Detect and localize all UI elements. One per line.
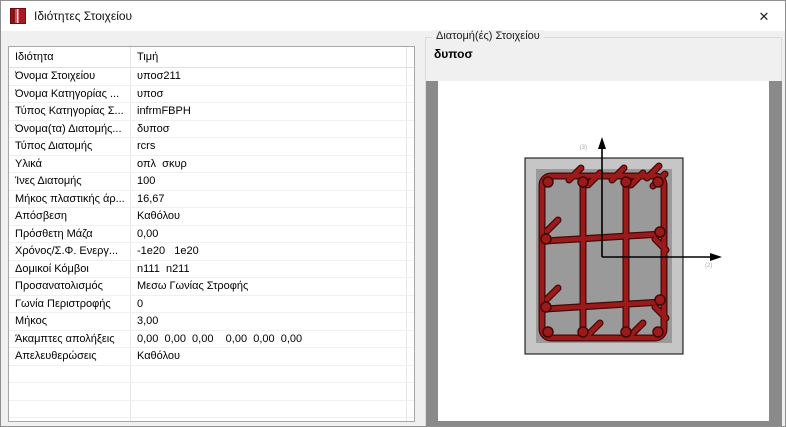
table-row[interactable]: Απόσβεση Καθόλου: [9, 208, 414, 226]
property-table[interactable]: Ιδιότητα Τιμή Όνομα Στοιχείου υποσ211 Όνομ…: [8, 46, 415, 422]
property-cell: Άκαμπτες απολήξεις: [15, 332, 115, 345]
value-cell: rcrs: [137, 140, 156, 152]
property-cell: Δομικοί Κόμβοι: [15, 262, 89, 275]
property-cell: Μήκος πλαστικής άρ...: [15, 192, 125, 205]
property-cell: Όνομα Κατηγορίας ...: [15, 87, 120, 100]
title-bar: Ιδιότητες Στοιχείου ✕: [1, 1, 785, 31]
table-row[interactable]: Μήκος πλαστικής άρ... 16,67: [9, 191, 414, 208]
value-cell: Μεσω Γωνίας Στροφής: [137, 280, 249, 292]
property-cell: Υλικά: [15, 157, 43, 170]
table-row[interactable]: Δομικοί Κόμβοι n111 n211: [9, 261, 414, 278]
value-cell: υποσ: [137, 87, 164, 100]
axis-2-arrowhead: [598, 137, 606, 149]
property-cell: Όνομα(τα) Διατομής...: [15, 122, 122, 135]
axis-horizontal-label: (2): [705, 263, 712, 269]
column-divider-right: [406, 47, 407, 421]
value-cell: infrmFBPH: [137, 105, 191, 117]
value-cell: 0,00 0,00 0,00 0,00 0,00 0,00: [137, 332, 303, 345]
longitudinal-bars: [540, 176, 666, 338]
table-row[interactable]: Γωνία Περιστροφής 0: [9, 296, 414, 313]
table-row[interactable]: Υλικά οπλ σκυρ: [9, 156, 414, 173]
axis-3-arrowhead: [710, 253, 722, 261]
table-row[interactable]: Όνομα(τα) Διατομής... δυποσ: [9, 121, 414, 138]
table-row[interactable]: Τύπος Κατηγορίας Σ... infrmFBPH: [9, 103, 414, 121]
window-title: Ιδιότητες Στοιχείου: [34, 9, 133, 23]
close-icon[interactable]: ✕: [758, 9, 770, 24]
value-cell: υποσ211: [137, 70, 181, 82]
property-cell: Τύπος Διατομής: [15, 140, 93, 152]
value-cell: 3,00: [137, 315, 159, 327]
table-header-row: Ιδιότητα Τιμή: [9, 47, 414, 68]
value-cell: Καθόλου: [137, 210, 181, 222]
property-cell: Τύπος Κατηγορίας Σ...: [15, 105, 124, 117]
core-rect: [536, 169, 672, 343]
section-name-label: δυποσ: [434, 47, 473, 61]
value-cell: δυποσ: [137, 122, 170, 135]
property-cell: Προσανατολισμός: [15, 280, 103, 292]
property-cell: Απόσβεση: [15, 210, 67, 222]
value-cell: n111 n211: [137, 262, 190, 275]
section-drawing-page: (3) (2): [438, 81, 769, 421]
table-row-empty: [9, 401, 414, 418]
value-cell: 0,00: [137, 227, 159, 240]
local-axes: (3) (2): [580, 137, 722, 269]
table-row[interactable]: Προσανατολισμός Μεσω Γωνίας Στροφής: [9, 278, 414, 296]
table-row[interactable]: Τύπος Διατομής rcrs: [9, 138, 414, 156]
groupbox-title: Διατομή(ές) Στοιχείου: [432, 30, 544, 42]
table-row[interactable]: Ίνες Διατομής 100: [9, 173, 414, 191]
table-row-empty: [9, 383, 414, 401]
app-logo-icon: [10, 8, 26, 24]
table-row[interactable]: Μήκος 3,00: [9, 313, 414, 331]
value-cell: -1e20 1e20: [137, 245, 199, 257]
table-row[interactable]: Πρόσθετη Μάζα 0,00: [9, 226, 414, 243]
table-row[interactable]: Απελευθερώσεις Καθόλου: [9, 348, 414, 366]
section-drawing: (3) (2): [524, 137, 722, 355]
table-row[interactable]: Χρόνος/Σ.Φ. Ενεργ... -1e20 1e20: [9, 243, 414, 261]
value-cell: 16,67: [137, 192, 165, 205]
header-property: Ιδιότητα: [15, 51, 54, 63]
table-row-empty: [9, 366, 414, 383]
header-value: Τιμή: [137, 51, 159, 63]
property-cell: Απελευθερώσεις: [15, 350, 97, 362]
property-cell: Πρόσθετη Μάζα: [15, 227, 93, 240]
value-cell: 0: [137, 297, 144, 310]
table-row[interactable]: Άκαμπτες απολήξεις 0,00 0,00 0,00 0,00 0,…: [9, 331, 414, 348]
value-cell: 100: [137, 175, 156, 187]
table-row[interactable]: Όνομα Κατηγορίας ... υποσ: [9, 86, 414, 103]
value-cell: οπλ σκυρ: [137, 157, 187, 170]
table-row[interactable]: Όνομα Στοιχείου υποσ211: [9, 68, 414, 86]
section-canvas: (3) (2): [426, 81, 782, 426]
table-row-empty: [9, 418, 414, 421]
property-cell: Μήκος: [15, 315, 48, 327]
value-cell: Καθόλου: [137, 350, 181, 362]
property-cell: Γωνία Περιστροφής: [15, 297, 111, 310]
property-cell: Χρόνος/Σ.Φ. Ενεργ...: [15, 245, 119, 257]
column-divider: [130, 47, 131, 421]
axis-vertical-label: (3): [580, 145, 587, 151]
property-cell: Όνομα Στοιχείου: [15, 70, 96, 82]
property-cell: Ίνες Διατομής: [15, 175, 82, 187]
